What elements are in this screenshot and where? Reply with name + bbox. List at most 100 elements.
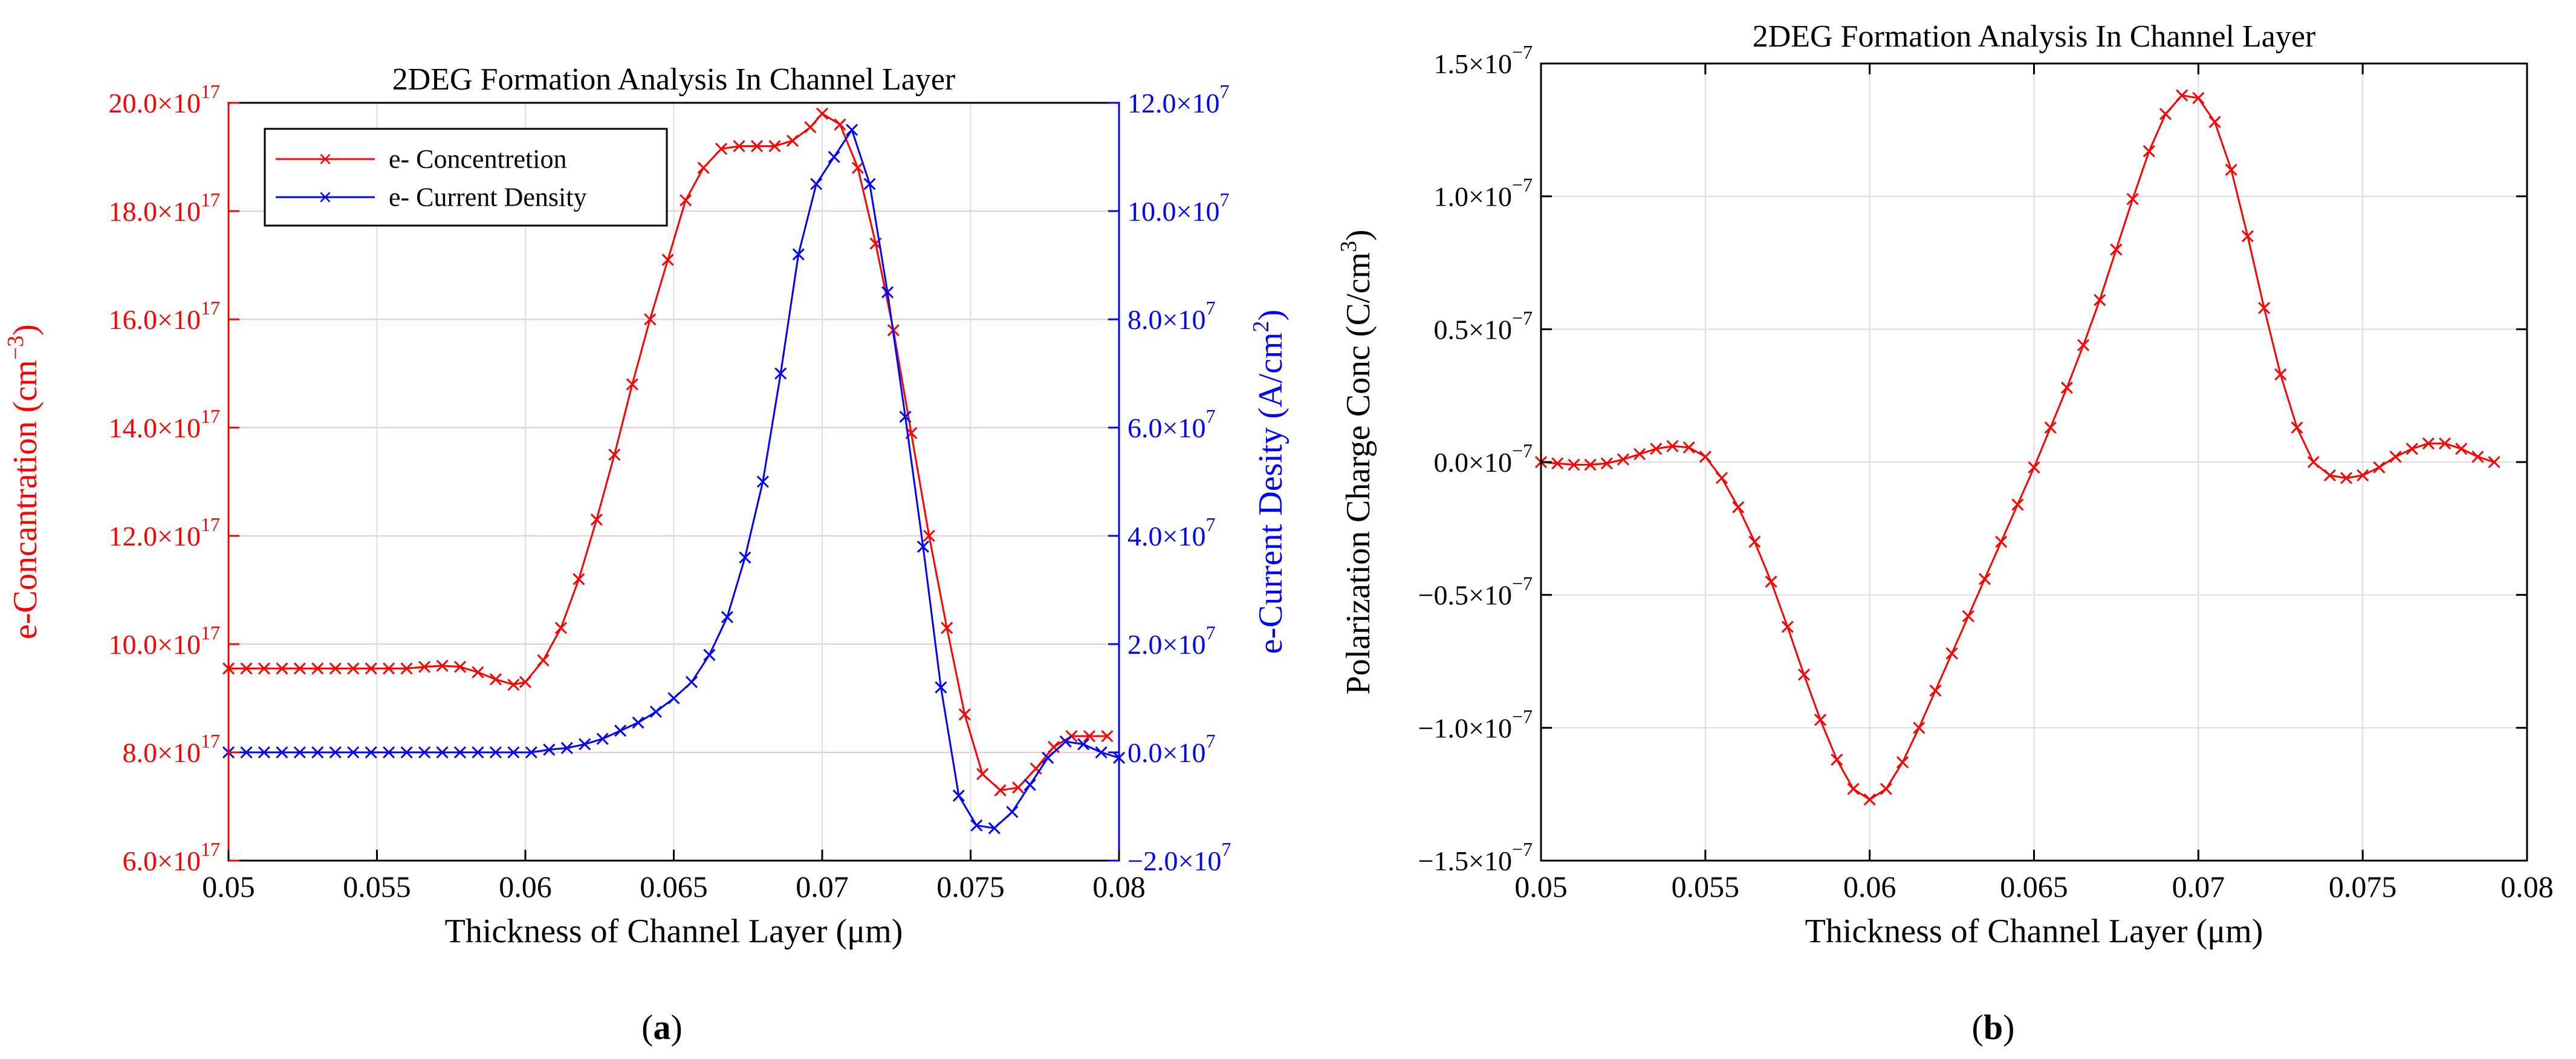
data-point-stroke [1101, 730, 1114, 743]
data-point-stroke [846, 123, 858, 136]
data-point-a-1-35 [846, 123, 858, 136]
data-point-stroke [400, 746, 413, 759]
data-point-b-0-47 [2307, 455, 2320, 469]
data-point-a-1-3 [276, 746, 288, 759]
y-tick-label-left-a-2: 10.0×1017 [109, 622, 220, 660]
data-point-a-0-8 [365, 662, 377, 675]
data-point-stroke [2143, 145, 2155, 158]
data-point-stroke [2340, 472, 2353, 484]
data-point-b-0-44 [2258, 302, 2271, 314]
data-point-a-0-17 [519, 676, 532, 688]
y-tick-label-left-a-3: 12.0×1017 [109, 513, 220, 552]
grid-b [1541, 64, 2527, 861]
data-point-stroke [680, 194, 692, 207]
y-tick-label-left-a-2-exp: 17 [201, 622, 220, 644]
y-axis-label-right-a-sup: 2 [1248, 321, 1274, 332]
data-point-stroke [489, 746, 502, 759]
x-tick-label-a-5: 0.075 [936, 870, 1005, 904]
x-tick-label-b-6: 0.08 [2500, 870, 2554, 904]
data-point-a-0-13 [453, 660, 467, 673]
data-point-stroke [1083, 730, 1095, 743]
y-tick-label-b-2-exp: −7 [1512, 573, 1533, 595]
data-point-stroke [834, 118, 846, 131]
data-point-b-0-55 [2439, 437, 2451, 450]
data-point-stroke [418, 660, 431, 673]
y-tick-label-right-a-4: 6.0×107 [1127, 405, 1215, 443]
data-point-stroke [1863, 793, 1876, 806]
data-point-stroke [472, 746, 484, 759]
data-point-b-0-7 [1650, 442, 1663, 455]
data-point-stroke [816, 107, 829, 120]
y-tick-label-b-1-exp: −7 [1512, 705, 1533, 727]
y-tick-label-left-a-6-exp: 17 [201, 189, 220, 210]
data-point-a-1-1 [240, 746, 253, 759]
data-point-b-0-56 [2455, 442, 2468, 455]
data-point-stroke [293, 662, 306, 675]
data-point-stroke [1077, 738, 1090, 751]
data-point-stroke [715, 143, 728, 155]
ticks-b: −1.5×10−7−1.0×10−7−0.5×10−70.0×10−70.5×1… [1418, 41, 2554, 904]
data-point-stroke [1748, 535, 1761, 548]
y-tick-label-right-a-0: −2.0×107 [1127, 838, 1231, 876]
data-point-b-0-17 [1814, 714, 1827, 726]
y-axis-label-left-a-sup: −3 [3, 336, 28, 360]
data-point-a-0-28 [715, 143, 728, 155]
y-tick-label-right-a-2-base: 2.0×10 [1127, 629, 1205, 660]
series-layer-b [1534, 89, 2500, 806]
data-point-b-0-52 [2389, 451, 2402, 463]
y-tick-label-b-1: −1.0×10−7 [1418, 705, 1533, 743]
y-tick-label-right-a-5-exp: 7 [1205, 297, 1215, 319]
data-point-stroke [365, 746, 377, 759]
data-point-a-0-23 [626, 378, 638, 391]
y-tick-label-left-a-5: 16.0×1017 [109, 297, 220, 335]
data-point-a-1-42 [970, 819, 983, 832]
data-point-a-0-25 [661, 253, 674, 266]
data-point-stroke [472, 666, 484, 679]
data-point-stroke [537, 654, 550, 666]
data-point-stroke [2455, 442, 2468, 455]
data-point-stroke [1634, 448, 1646, 460]
data-point-b-0-14 [1765, 575, 1777, 588]
data-point-stroke [383, 662, 395, 675]
data-point-b-0-9 [1682, 441, 1695, 454]
data-point-stroke [2422, 437, 2435, 450]
data-point-a-0-36 [851, 161, 864, 174]
data-point-a-1-7 [347, 746, 360, 759]
y-tick-label-b-1-base: −1.0×10 [1418, 712, 1512, 743]
data-point-stroke [311, 662, 324, 675]
y-tick-label-b-0-base: −1.5×10 [1418, 846, 1512, 876]
data-point-a-1-49 [1095, 746, 1108, 759]
data-point-a-1-22 [614, 725, 627, 737]
data-point-stroke [2389, 451, 2402, 463]
data-point-stroke [1896, 756, 1909, 769]
data-point-b-0-30 [2028, 461, 2040, 474]
data-point-b-0-19 [1847, 783, 1860, 795]
data-point-stroke [2241, 230, 2254, 243]
data-point-b-0-22 [1896, 756, 1909, 769]
data-point-stroke [952, 789, 965, 802]
data-point-stroke [1913, 722, 1926, 734]
x-tick-label-a-3: 0.065 [640, 870, 708, 904]
data-point-b-0-21 [1880, 783, 1892, 795]
y-tick-label-b-5-base: 1.0×10 [1434, 181, 1512, 212]
data-point-a-1-33 [810, 178, 823, 191]
data-point-stroke [626, 378, 638, 391]
y-tick-label-right-a-1-base: 0.0×10 [1127, 737, 1205, 768]
y-axis-label-right-a-end: ) [1252, 310, 1290, 321]
data-point-stroke [1059, 735, 1072, 748]
data-point-b-0-50 [2357, 469, 2369, 482]
data-point-a-0-9 [383, 662, 395, 675]
data-point-stroke [1715, 472, 1728, 484]
data-point-a-0-16 [507, 679, 520, 691]
data-point-stroke [1732, 501, 1745, 513]
x-tick-label-b-0: 0.05 [1514, 870, 1568, 904]
data-point-b-0-37 [2143, 145, 2155, 158]
data-point-stroke [721, 611, 733, 624]
data-point-stroke [768, 140, 781, 152]
data-point-b-0-54 [2422, 437, 2435, 450]
data-point-a-0-43 [976, 767, 989, 780]
data-point-stroke [453, 746, 467, 759]
panel-label-a: (a) [641, 1008, 683, 1047]
data-point-stroke [418, 746, 431, 759]
